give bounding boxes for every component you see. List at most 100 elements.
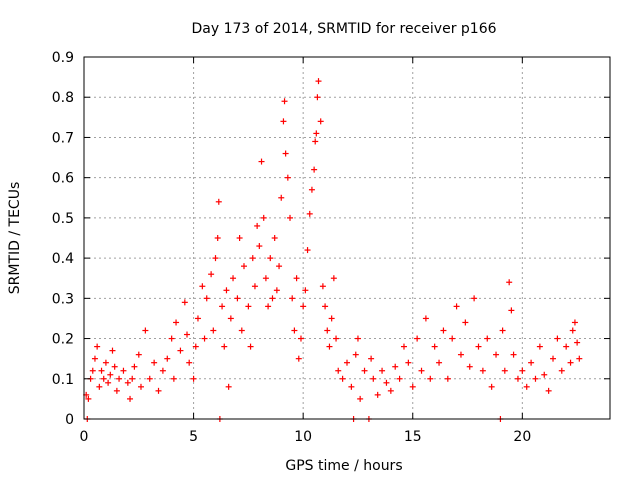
data-point bbox=[256, 243, 263, 250]
data-point bbox=[124, 379, 131, 386]
data-point bbox=[94, 343, 101, 350]
x-tick-label: 5 bbox=[189, 429, 198, 445]
data-point bbox=[302, 287, 309, 294]
data-point bbox=[374, 391, 381, 398]
data-point bbox=[462, 319, 469, 326]
data-point bbox=[396, 375, 403, 382]
data-point bbox=[317, 118, 324, 125]
data-point bbox=[457, 351, 464, 358]
data-point bbox=[493, 351, 500, 358]
data-point bbox=[186, 359, 193, 366]
data-point bbox=[297, 335, 304, 342]
data-point bbox=[357, 395, 364, 402]
data-point bbox=[249, 255, 256, 262]
data-point bbox=[510, 351, 517, 358]
data-point bbox=[352, 351, 359, 358]
data-point bbox=[116, 375, 123, 382]
data-point bbox=[238, 327, 245, 334]
data-point bbox=[98, 367, 105, 374]
data-point bbox=[199, 283, 206, 290]
data-point bbox=[418, 367, 425, 374]
data-point bbox=[273, 287, 280, 294]
data-point bbox=[326, 343, 333, 350]
data-point bbox=[251, 283, 258, 290]
data-point bbox=[262, 275, 269, 282]
data-point bbox=[219, 303, 226, 310]
data-point bbox=[284, 174, 291, 181]
data-point bbox=[550, 355, 557, 362]
x-tick-label: 20 bbox=[513, 429, 531, 445]
data-point bbox=[322, 303, 329, 310]
data-point bbox=[431, 343, 438, 350]
data-point bbox=[214, 235, 221, 241]
data-point bbox=[258, 158, 265, 165]
data-point bbox=[230, 275, 237, 282]
y-tick: 0.6 bbox=[52, 171, 610, 187]
y-tick-label: 0.4 bbox=[52, 251, 74, 267]
data-point bbox=[164, 355, 171, 362]
data-point bbox=[479, 367, 486, 374]
data-point bbox=[194, 315, 201, 322]
data-point bbox=[576, 355, 583, 362]
data-point bbox=[453, 303, 460, 310]
data-point bbox=[100, 375, 107, 382]
data-point bbox=[113, 387, 120, 394]
data-point bbox=[387, 387, 394, 394]
y-tick: 0.1 bbox=[52, 372, 610, 388]
data-point bbox=[335, 367, 342, 374]
y-tick-label: 0.5 bbox=[52, 211, 74, 227]
data-point bbox=[300, 303, 307, 310]
data-point bbox=[312, 138, 319, 145]
data-point bbox=[177, 347, 184, 354]
data-point bbox=[324, 327, 331, 334]
data-point bbox=[405, 359, 412, 366]
data-point bbox=[484, 335, 491, 342]
data-point bbox=[361, 367, 368, 374]
data-point bbox=[488, 383, 495, 390]
y-tick-label: 0.1 bbox=[52, 372, 74, 388]
chart-title: Day 173 of 2014, SRMTID for receiver p16… bbox=[191, 21, 496, 37]
y-tick: 0.8 bbox=[52, 90, 610, 106]
data-point bbox=[280, 118, 287, 125]
data-point bbox=[269, 295, 276, 302]
data-point bbox=[208, 271, 215, 278]
y-tick-label: 0.9 bbox=[52, 50, 74, 66]
y-tick: 0.5 bbox=[52, 211, 610, 227]
data-point bbox=[282, 150, 289, 157]
x-tick-label: 15 bbox=[404, 429, 422, 445]
data-point bbox=[234, 295, 241, 302]
data-point bbox=[212, 255, 219, 262]
y-axis-label: SRMTID / TECUs bbox=[7, 182, 23, 295]
data-point bbox=[260, 214, 267, 221]
data-point bbox=[574, 339, 581, 346]
data-point bbox=[392, 363, 399, 370]
data-point bbox=[168, 335, 175, 342]
data-point bbox=[383, 379, 390, 386]
data-point bbox=[91, 355, 98, 362]
data-point bbox=[120, 367, 127, 374]
data-point bbox=[127, 395, 134, 402]
y-tick: 0.9 bbox=[52, 50, 610, 66]
data-point bbox=[523, 383, 530, 390]
data-point bbox=[333, 335, 340, 342]
y-tick: 0.4 bbox=[52, 251, 610, 267]
data-point bbox=[499, 327, 506, 334]
data-point bbox=[541, 371, 548, 378]
data-point bbox=[155, 387, 162, 394]
data-point bbox=[315, 78, 322, 85]
data-point bbox=[422, 315, 429, 322]
y-tick: 0 bbox=[65, 412, 610, 428]
data-point bbox=[184, 331, 191, 338]
data-point bbox=[203, 295, 210, 302]
data-point bbox=[313, 130, 320, 137]
data-point bbox=[304, 247, 311, 254]
data-point bbox=[142, 327, 149, 334]
data-point bbox=[311, 166, 318, 173]
data-point bbox=[368, 355, 375, 362]
data-point bbox=[354, 335, 361, 342]
data-point bbox=[444, 375, 451, 382]
data-point bbox=[370, 375, 377, 382]
data-point bbox=[131, 363, 138, 370]
x-tick: 20 bbox=[513, 57, 531, 445]
data-point bbox=[519, 367, 526, 374]
